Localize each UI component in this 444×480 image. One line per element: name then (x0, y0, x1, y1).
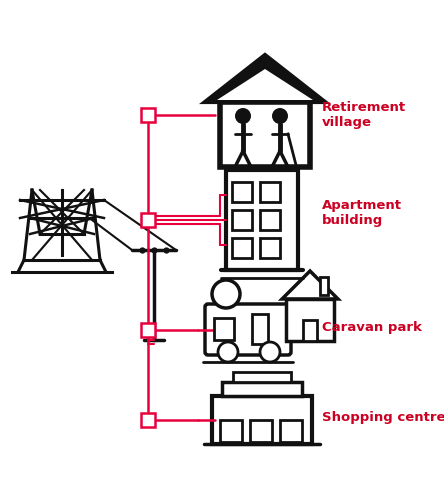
Polygon shape (282, 271, 338, 299)
Bar (141, 323, 155, 337)
Bar (232, 182, 252, 202)
Text: Apartment
building: Apartment building (322, 199, 402, 227)
Bar (141, 108, 155, 122)
Bar (260, 210, 280, 230)
Bar (212, 396, 312, 444)
Bar (226, 170, 298, 270)
FancyBboxPatch shape (205, 304, 291, 355)
Bar (286, 299, 334, 341)
Bar (320, 277, 328, 295)
Text: Caravan park: Caravan park (322, 322, 422, 335)
Polygon shape (217, 69, 313, 100)
Bar (233, 372, 291, 382)
Bar (260, 182, 280, 202)
Circle shape (235, 108, 251, 124)
Circle shape (218, 342, 238, 362)
Bar (232, 238, 252, 258)
Bar (252, 314, 268, 344)
Bar (232, 210, 252, 230)
Circle shape (272, 108, 288, 124)
Bar (222, 382, 302, 396)
Bar (250, 420, 272, 442)
Bar (141, 413, 155, 427)
Bar (260, 238, 280, 258)
Bar (303, 320, 317, 341)
Text: Shopping centre: Shopping centre (322, 411, 444, 424)
Polygon shape (205, 55, 325, 102)
Bar (141, 213, 155, 227)
Bar (220, 102, 310, 167)
Circle shape (212, 280, 240, 308)
Bar (220, 420, 242, 442)
Text: Retirement
village: Retirement village (322, 101, 406, 129)
Circle shape (260, 342, 280, 362)
Bar (214, 318, 234, 340)
Bar (280, 420, 302, 442)
